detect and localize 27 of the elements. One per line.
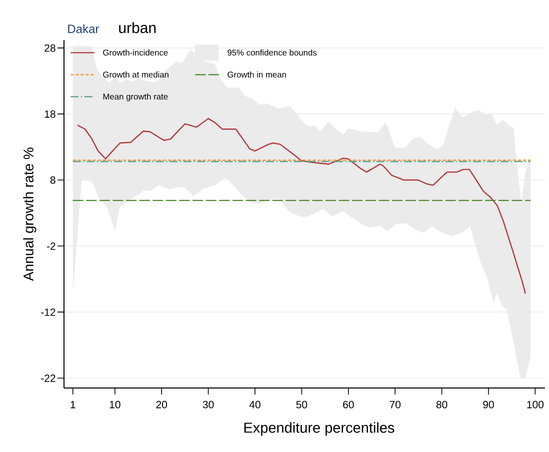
x-tick-label: 60 (343, 400, 354, 408)
x-tick-label: 50 (296, 400, 308, 408)
x-tick-label: 70 (390, 400, 401, 408)
y-tick-label: 28 (44, 44, 56, 52)
x-tick-label: 90 (483, 400, 494, 408)
x-tick-label: 80 (436, 400, 448, 408)
chart-subtitle: urban (119, 22, 156, 34)
legend-label: Growth at median (103, 71, 168, 78)
chart-title: Dakar (68, 24, 99, 34)
y-tick-label: -22 (41, 374, 56, 382)
y-tick-label: 18 (44, 110, 56, 118)
x-tick-label: 1 (70, 400, 76, 408)
legend-label: 95% confidence bounds (228, 49, 317, 56)
x-tick-label: 10 (110, 400, 120, 408)
y-tick-label: -12 (41, 308, 56, 316)
x-tick-label: 20 (156, 400, 168, 408)
y-tick-label: 8 (50, 176, 56, 184)
x-axis-title: Expenditure percentiles (244, 422, 394, 436)
legend-label: Growth in mean (228, 71, 286, 78)
x-tick-label: 100 (527, 400, 544, 408)
legend-label: Mean growth rate (103, 93, 168, 102)
legend-label: Growth-incidence (103, 49, 168, 56)
x-tick-label: 30 (202, 400, 214, 408)
y-tick-label: -2 (46, 242, 56, 250)
line-series (76, 118, 526, 294)
y-axis-title: Annual growth rate % (23, 148, 36, 281)
x-tick-label: 40 (249, 400, 260, 408)
